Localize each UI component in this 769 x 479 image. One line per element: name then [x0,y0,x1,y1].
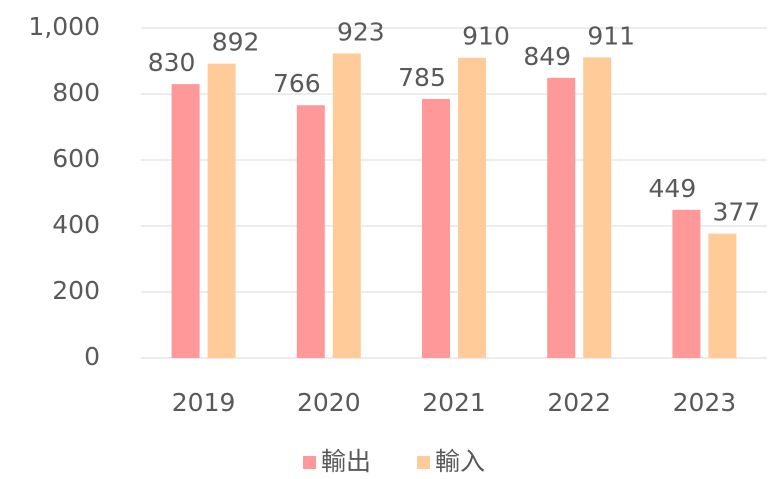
x-tick-label: 2019 [172,388,236,417]
data-label: 923 [337,17,385,46]
x-tick-label: 2023 [673,388,737,417]
bar [458,57,486,358]
bar [547,77,576,358]
bar [171,84,200,358]
legend-swatch [303,456,316,469]
data-label: 892 [212,28,260,57]
data-label: 449 [649,174,697,203]
data-label: 910 [462,22,510,51]
data-label: 785 [398,63,446,92]
y-tick-label: 400 [52,210,100,239]
bar [422,98,450,358]
data-label: 766 [273,69,321,98]
x-tick-label: 2021 [422,388,486,417]
bar [296,105,325,358]
bar [583,57,612,359]
legend-swatch [417,456,430,469]
y-tick-label: 600 [52,144,100,173]
bar [207,63,236,358]
bar [332,53,361,358]
y-tick-label: 200 [52,276,100,305]
data-label: 911 [587,21,635,50]
bar [672,209,701,358]
y-tick-label: 1,000 [28,12,100,41]
legend-label: 輸出 [321,447,371,476]
data-label: 830 [148,48,196,77]
legend-label: 輸入 [435,447,485,476]
data-label: 849 [523,42,571,71]
y-tick-label: 800 [52,78,100,107]
x-tick-label: 2022 [547,388,611,417]
x-tick-label: 2020 [297,388,361,417]
data-label: 377 [713,198,761,227]
bar [708,233,737,358]
y-tick-label: 0 [84,342,100,371]
